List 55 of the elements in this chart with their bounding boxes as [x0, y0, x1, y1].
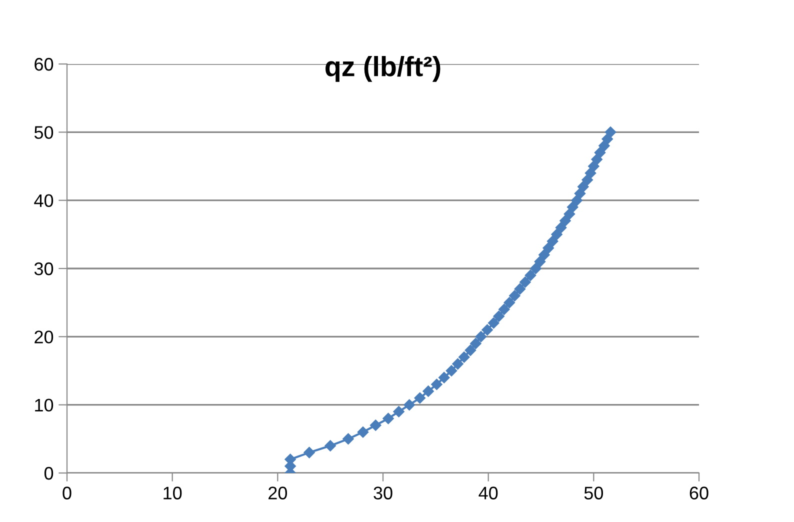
point	[534, 256, 546, 268]
point	[519, 276, 532, 288]
y-tick-label: 50	[34, 126, 54, 139]
y-tick-label: 10	[35, 398, 54, 412]
point	[475, 330, 487, 343]
point	[577, 180, 590, 193]
point	[492, 310, 505, 322]
point	[594, 146, 606, 159]
point	[303, 446, 316, 458]
x-tick-label: 40	[478, 486, 498, 500]
point	[392, 406, 405, 418]
x-tick-label: 0	[62, 486, 72, 500]
point	[546, 235, 558, 248]
y-tick-label: 30	[34, 262, 54, 276]
point	[508, 290, 521, 302]
point	[370, 419, 382, 432]
point	[538, 248, 550, 261]
point	[524, 269, 536, 282]
point	[530, 262, 542, 274]
x-tick-label: 20	[268, 486, 288, 500]
point	[452, 358, 464, 370]
point	[504, 296, 516, 308]
point	[604, 126, 616, 138]
y-tick-label: 60	[34, 58, 54, 71]
y-tick-label: 40	[34, 194, 54, 208]
point	[555, 222, 567, 234]
point	[430, 378, 443, 390]
x-tick-label: 10	[164, 486, 182, 500]
point	[559, 214, 572, 227]
point	[357, 426, 369, 438]
x-tick-label: 30	[374, 486, 392, 500]
y-tick-label: 20	[34, 330, 54, 344]
point	[324, 440, 336, 452]
point	[458, 351, 470, 364]
point	[446, 364, 458, 377]
point	[566, 201, 578, 214]
point	[550, 228, 563, 240]
chart-title: qz (lb/ft²)	[326, 56, 440, 82]
point	[581, 174, 594, 186]
point	[414, 392, 426, 404]
y-tick-label: 0	[44, 466, 54, 480]
point	[422, 385, 434, 398]
point	[342, 433, 354, 445]
x-tick-label: 50	[584, 486, 604, 500]
point	[438, 372, 450, 384]
point	[481, 324, 494, 336]
point	[488, 317, 500, 329]
point	[514, 283, 526, 295]
point	[464, 344, 476, 356]
point	[403, 398, 416, 411]
point	[542, 242, 554, 254]
point	[470, 338, 482, 350]
point	[498, 304, 510, 316]
x-tick-label: 60	[690, 486, 708, 500]
point	[382, 412, 394, 424]
